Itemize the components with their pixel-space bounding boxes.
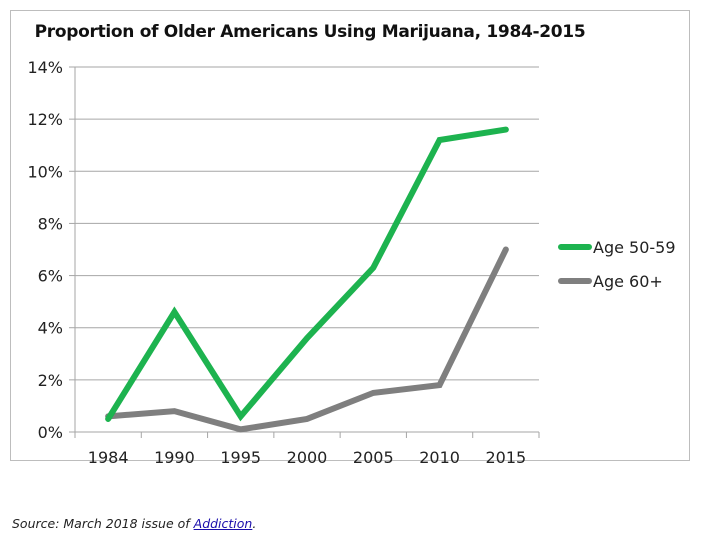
x-tick-label: 2005 (353, 448, 394, 467)
y-tick-label: 12% (27, 110, 63, 129)
series-lines (105, 126, 509, 433)
legend-item-age-50-59: Age 50-59 (558, 230, 676, 264)
legend-label: Age 50-59 (593, 237, 676, 257)
chart-frame (10, 10, 690, 461)
y-tick-label: 0% (38, 423, 63, 442)
legend: Age 50-59 Age 60+ (558, 230, 676, 298)
line-chart: 0% 2% 4% 6% 8% 10% 12% 14% 1984 1990 1995 2000 2005… (27, 58, 540, 467)
y-tick-label: 6% (38, 267, 63, 286)
legend-swatch-gray (558, 278, 592, 284)
legend-item-age-60-plus: Age 60+ (558, 264, 676, 298)
axes (69, 66, 540, 438)
source-link[interactable]: Addiction (193, 516, 253, 531)
y-tick-label: 2% (38, 371, 63, 390)
y-tick-label: 14% (27, 58, 63, 77)
legend-label: Age 60+ (593, 271, 663, 291)
x-tick-label: 2010 (419, 448, 460, 467)
gridlines (75, 66, 539, 381)
y-tick-label: 4% (38, 319, 63, 338)
x-tick-label: 1995 (220, 448, 261, 467)
chart-title: Proportion of Older Americans Using Mari… (34, 22, 586, 42)
x-tick-label: 2015 (485, 448, 526, 467)
source-prefix: Source: March 2018 issue of (12, 516, 194, 531)
legend-swatch-green (558, 244, 592, 250)
x-tick-label: 1990 (154, 448, 195, 467)
y-tick-label: 8% (38, 214, 63, 233)
x-tick-label: 2000 (287, 448, 328, 467)
x-tick-labels: 1984 1990 1995 2000 2005 2010 2015 (88, 448, 526, 467)
y-tick-label: 10% (27, 162, 63, 181)
source-suffix: . (252, 516, 257, 531)
y-tick-labels: 0% 2% 4% 6% 8% 10% 12% 14% (27, 58, 63, 442)
x-tick-label: 1984 (88, 448, 129, 467)
source-note: Source: March 2018 issue of Addiction. (12, 516, 256, 531)
